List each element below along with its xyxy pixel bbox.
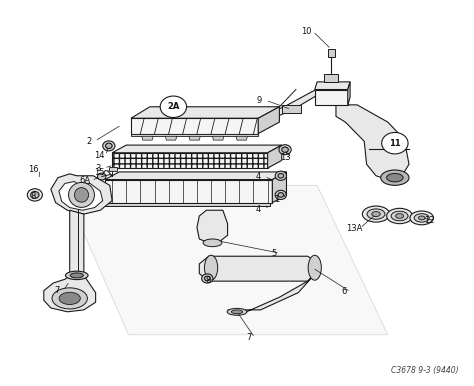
Ellipse shape xyxy=(414,214,429,222)
Text: 15: 15 xyxy=(94,168,105,177)
Text: 5: 5 xyxy=(271,249,276,258)
Polygon shape xyxy=(236,136,247,140)
Text: C3678 9-3 (9440): C3678 9-3 (9440) xyxy=(391,366,458,375)
Polygon shape xyxy=(197,210,228,243)
Circle shape xyxy=(279,145,291,155)
Polygon shape xyxy=(315,82,350,90)
Circle shape xyxy=(201,274,213,283)
Ellipse shape xyxy=(59,292,80,305)
Polygon shape xyxy=(105,172,286,179)
Ellipse shape xyxy=(70,273,83,278)
Ellipse shape xyxy=(387,208,412,223)
Polygon shape xyxy=(165,136,177,140)
Ellipse shape xyxy=(372,212,380,217)
Text: 4: 4 xyxy=(255,172,261,181)
Polygon shape xyxy=(109,167,117,171)
Polygon shape xyxy=(112,145,282,153)
Polygon shape xyxy=(328,49,335,57)
Polygon shape xyxy=(324,74,338,82)
Ellipse shape xyxy=(74,188,89,202)
Circle shape xyxy=(282,147,288,152)
Circle shape xyxy=(98,173,106,180)
Text: 12: 12 xyxy=(424,216,435,225)
Ellipse shape xyxy=(387,173,403,182)
Polygon shape xyxy=(348,82,350,105)
Circle shape xyxy=(160,96,187,117)
Text: 1: 1 xyxy=(274,195,280,204)
Polygon shape xyxy=(51,174,112,214)
Text: 2: 2 xyxy=(86,137,91,146)
Ellipse shape xyxy=(367,209,385,219)
Polygon shape xyxy=(268,145,282,168)
Polygon shape xyxy=(63,185,388,335)
Ellipse shape xyxy=(69,183,94,207)
Ellipse shape xyxy=(52,288,87,309)
Ellipse shape xyxy=(65,271,88,279)
Circle shape xyxy=(275,190,286,200)
Circle shape xyxy=(204,276,210,281)
Circle shape xyxy=(278,173,283,178)
Polygon shape xyxy=(212,136,224,140)
Ellipse shape xyxy=(381,170,409,185)
Text: 13: 13 xyxy=(280,153,291,162)
Text: 9: 9 xyxy=(257,96,262,105)
Polygon shape xyxy=(228,272,317,312)
Ellipse shape xyxy=(396,214,403,218)
Polygon shape xyxy=(282,105,301,113)
Ellipse shape xyxy=(362,206,390,222)
Polygon shape xyxy=(315,90,348,105)
Polygon shape xyxy=(59,181,103,210)
Polygon shape xyxy=(105,179,273,203)
Circle shape xyxy=(382,132,408,154)
Polygon shape xyxy=(142,136,153,140)
Ellipse shape xyxy=(227,308,247,315)
Ellipse shape xyxy=(410,211,434,225)
Text: 8: 8 xyxy=(31,191,36,201)
Polygon shape xyxy=(131,118,258,134)
Polygon shape xyxy=(70,210,84,273)
Text: 11: 11 xyxy=(389,139,401,148)
Polygon shape xyxy=(131,107,279,118)
Text: 4: 4 xyxy=(255,205,261,213)
Ellipse shape xyxy=(204,255,218,280)
Text: 7: 7 xyxy=(55,286,60,295)
Polygon shape xyxy=(189,136,200,140)
Text: 7: 7 xyxy=(246,334,252,342)
Circle shape xyxy=(103,141,115,151)
Polygon shape xyxy=(336,105,409,179)
Polygon shape xyxy=(258,107,279,134)
Text: 10: 10 xyxy=(301,27,312,36)
Ellipse shape xyxy=(308,255,321,280)
Circle shape xyxy=(106,143,112,149)
Polygon shape xyxy=(44,275,96,312)
Polygon shape xyxy=(131,134,258,136)
Text: 16: 16 xyxy=(28,165,39,174)
Polygon shape xyxy=(112,153,268,168)
Circle shape xyxy=(278,193,283,197)
Polygon shape xyxy=(265,86,327,118)
Text: 3: 3 xyxy=(95,164,100,173)
Circle shape xyxy=(27,189,42,201)
Ellipse shape xyxy=(203,239,222,247)
Ellipse shape xyxy=(231,310,243,314)
Text: 8: 8 xyxy=(205,276,210,285)
Polygon shape xyxy=(273,172,286,203)
Text: 13A: 13A xyxy=(346,224,362,233)
Text: 2A: 2A xyxy=(167,102,180,111)
Circle shape xyxy=(275,171,286,180)
Text: 14: 14 xyxy=(94,151,105,160)
Circle shape xyxy=(31,191,39,198)
Ellipse shape xyxy=(419,216,425,220)
Text: 6A: 6A xyxy=(80,176,91,185)
Polygon shape xyxy=(105,203,270,207)
Polygon shape xyxy=(199,256,317,281)
Text: 6: 6 xyxy=(342,287,347,296)
Ellipse shape xyxy=(391,211,408,221)
